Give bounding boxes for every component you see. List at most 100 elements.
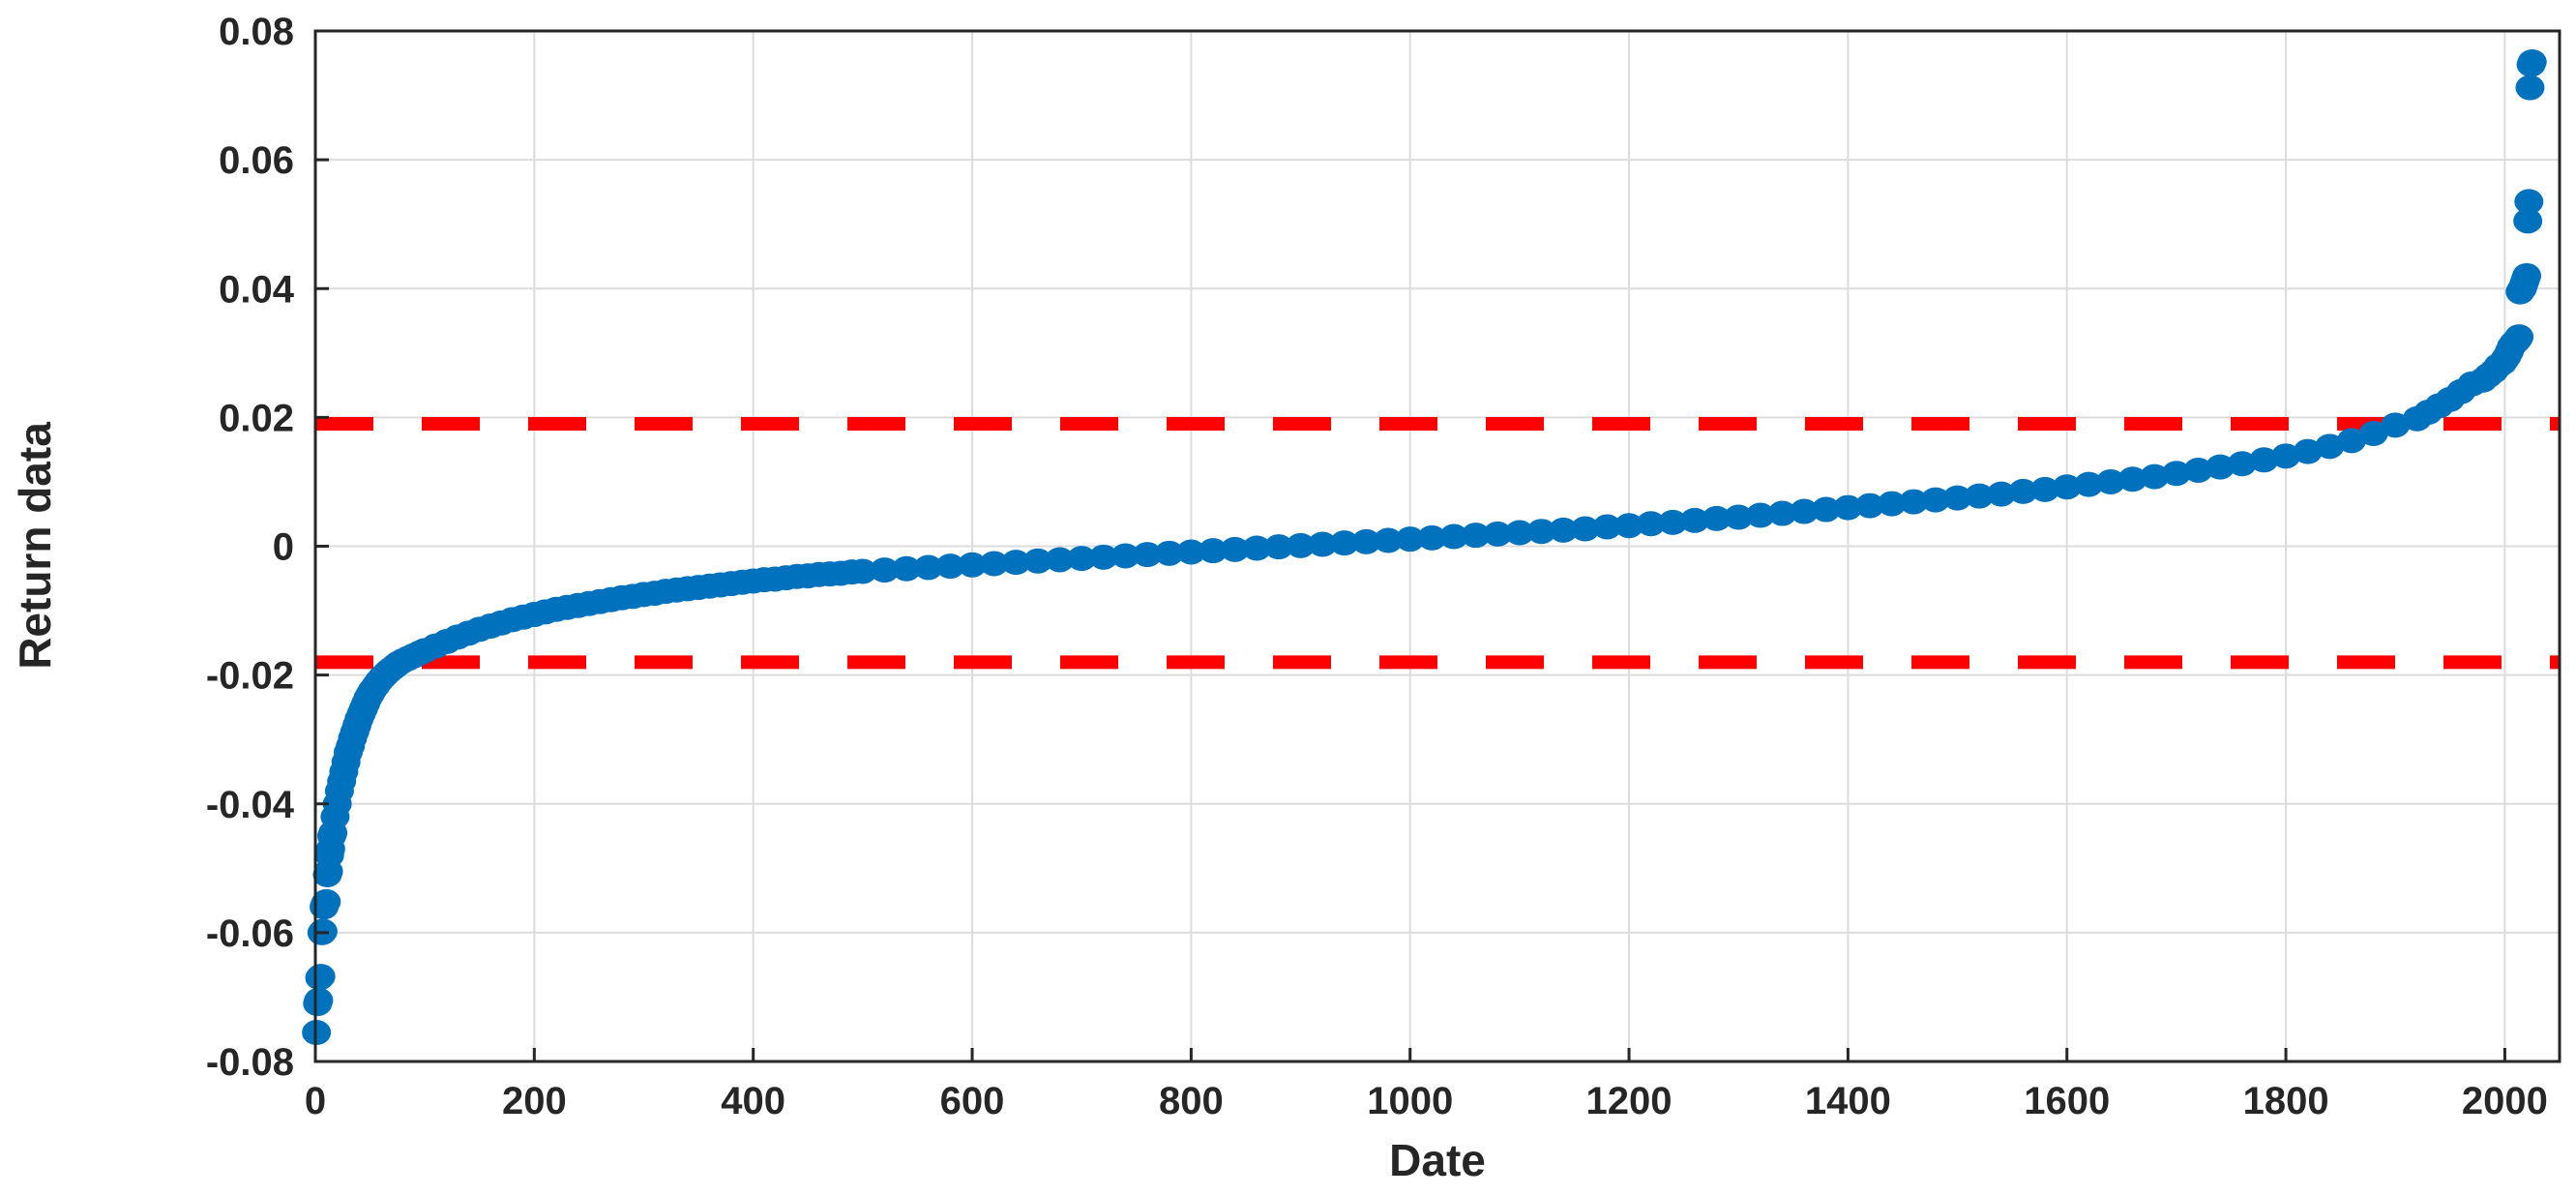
data-points bbox=[302, 48, 2547, 1046]
data-point bbox=[2517, 48, 2547, 75]
reference-lines bbox=[315, 417, 2560, 670]
data-point bbox=[1614, 513, 1644, 539]
data-point bbox=[2206, 454, 2235, 480]
data-point bbox=[1438, 523, 1468, 550]
data-point bbox=[1986, 481, 2016, 507]
data-point bbox=[1067, 546, 1097, 572]
data-point bbox=[1133, 542, 1163, 568]
data-point bbox=[2052, 474, 2082, 500]
data-point bbox=[2512, 262, 2542, 288]
data-point bbox=[1110, 543, 1140, 569]
data-point bbox=[913, 554, 943, 581]
data-point bbox=[1504, 520, 1534, 546]
data-point bbox=[311, 888, 341, 914]
y-tick-label: 0.04 bbox=[219, 268, 295, 311]
x-axis-ticks: 0 200 400 600 800 1000 1200 1400 1600 1800 2000 bbox=[305, 1048, 2548, 1122]
data-point bbox=[1395, 526, 1425, 553]
x-tick-label: 1600 bbox=[2024, 1080, 2110, 1122]
data-point bbox=[1154, 540, 1184, 566]
data-point bbox=[870, 557, 900, 583]
data-point bbox=[2514, 189, 2544, 215]
data-point bbox=[1811, 496, 1841, 523]
y-tick-label: -0.06 bbox=[206, 912, 294, 955]
data-point bbox=[2008, 478, 2038, 504]
data-point bbox=[2513, 208, 2543, 234]
data-point bbox=[1088, 544, 1118, 570]
data-point bbox=[1263, 534, 1293, 560]
data-point bbox=[1549, 517, 1579, 543]
data-point bbox=[1855, 493, 1885, 519]
x-tick-label: 1000 bbox=[1367, 1080, 1453, 1122]
data-point bbox=[2271, 443, 2301, 469]
data-point bbox=[2140, 463, 2170, 490]
data-point bbox=[1899, 489, 1929, 515]
data-point bbox=[1461, 523, 1491, 549]
data-point bbox=[1308, 531, 1338, 557]
data-point bbox=[1679, 507, 1709, 533]
x-tick-label: 1400 bbox=[1805, 1080, 1891, 1122]
data-point bbox=[2249, 447, 2279, 473]
data-point bbox=[1942, 485, 1972, 511]
data-point bbox=[2336, 428, 2366, 454]
data-point bbox=[2504, 324, 2534, 350]
data-point bbox=[958, 552, 988, 578]
data-point bbox=[2074, 471, 2104, 497]
x-tick-label: 1800 bbox=[2243, 1080, 2329, 1122]
data-point bbox=[306, 964, 336, 990]
data-point bbox=[2183, 457, 2213, 483]
data-point bbox=[1329, 530, 1359, 556]
data-point bbox=[1745, 502, 1775, 528]
data-point bbox=[2381, 412, 2411, 438]
data-point bbox=[892, 555, 922, 582]
x-tick-label: 400 bbox=[721, 1080, 785, 1122]
data-point bbox=[1483, 521, 1513, 547]
x-axis-title: Date bbox=[1389, 1135, 1486, 1185]
data-point bbox=[1220, 536, 1250, 562]
data-point bbox=[1702, 505, 1732, 531]
data-point bbox=[1636, 511, 1666, 537]
data-point bbox=[1592, 514, 1622, 540]
x-tick-label: 1200 bbox=[1586, 1080, 1673, 1122]
data-point bbox=[2096, 468, 2125, 494]
x-tick-label: 800 bbox=[1159, 1080, 1224, 1122]
data-point bbox=[847, 558, 877, 584]
data-point bbox=[1965, 483, 1995, 509]
data-point bbox=[304, 987, 334, 1013]
data-point bbox=[1920, 487, 1950, 513]
y-axis-title: Return data bbox=[10, 422, 60, 670]
x-tick-label: 200 bbox=[502, 1080, 567, 1122]
y-tick-label: 0.08 bbox=[219, 11, 294, 53]
data-point bbox=[979, 551, 1009, 577]
y-tick-label: 0.02 bbox=[219, 397, 294, 439]
data-point bbox=[1877, 491, 1907, 517]
data-point bbox=[1658, 509, 1688, 535]
y-tick-label: -0.08 bbox=[206, 1041, 294, 1084]
data-point bbox=[1526, 519, 1556, 545]
data-point bbox=[1242, 535, 1272, 561]
data-point bbox=[2315, 433, 2345, 460]
x-tick-label: 600 bbox=[940, 1080, 1005, 1122]
y-tick-label: -0.02 bbox=[206, 655, 294, 698]
data-point bbox=[1724, 504, 1754, 530]
data-point bbox=[1570, 516, 1600, 542]
data-point bbox=[2515, 75, 2545, 101]
data-point bbox=[1833, 494, 1863, 521]
data-point bbox=[1199, 538, 1228, 564]
data-point bbox=[1286, 532, 1316, 558]
data-point bbox=[1045, 547, 1075, 573]
x-tick-label: 2000 bbox=[2462, 1080, 2548, 1122]
data-point bbox=[1176, 539, 1206, 565]
data-point bbox=[2293, 438, 2323, 464]
data-point bbox=[1417, 524, 1447, 551]
x-tick-label: 0 bbox=[305, 1080, 326, 1122]
data-point bbox=[1351, 528, 1381, 554]
data-point bbox=[1001, 550, 1031, 576]
data-point bbox=[2227, 451, 2257, 477]
data-point bbox=[2117, 466, 2147, 493]
data-point bbox=[2030, 476, 2060, 502]
y-tick-label: -0.04 bbox=[206, 784, 295, 826]
data-point bbox=[2358, 421, 2388, 447]
data-point bbox=[1374, 527, 1404, 553]
